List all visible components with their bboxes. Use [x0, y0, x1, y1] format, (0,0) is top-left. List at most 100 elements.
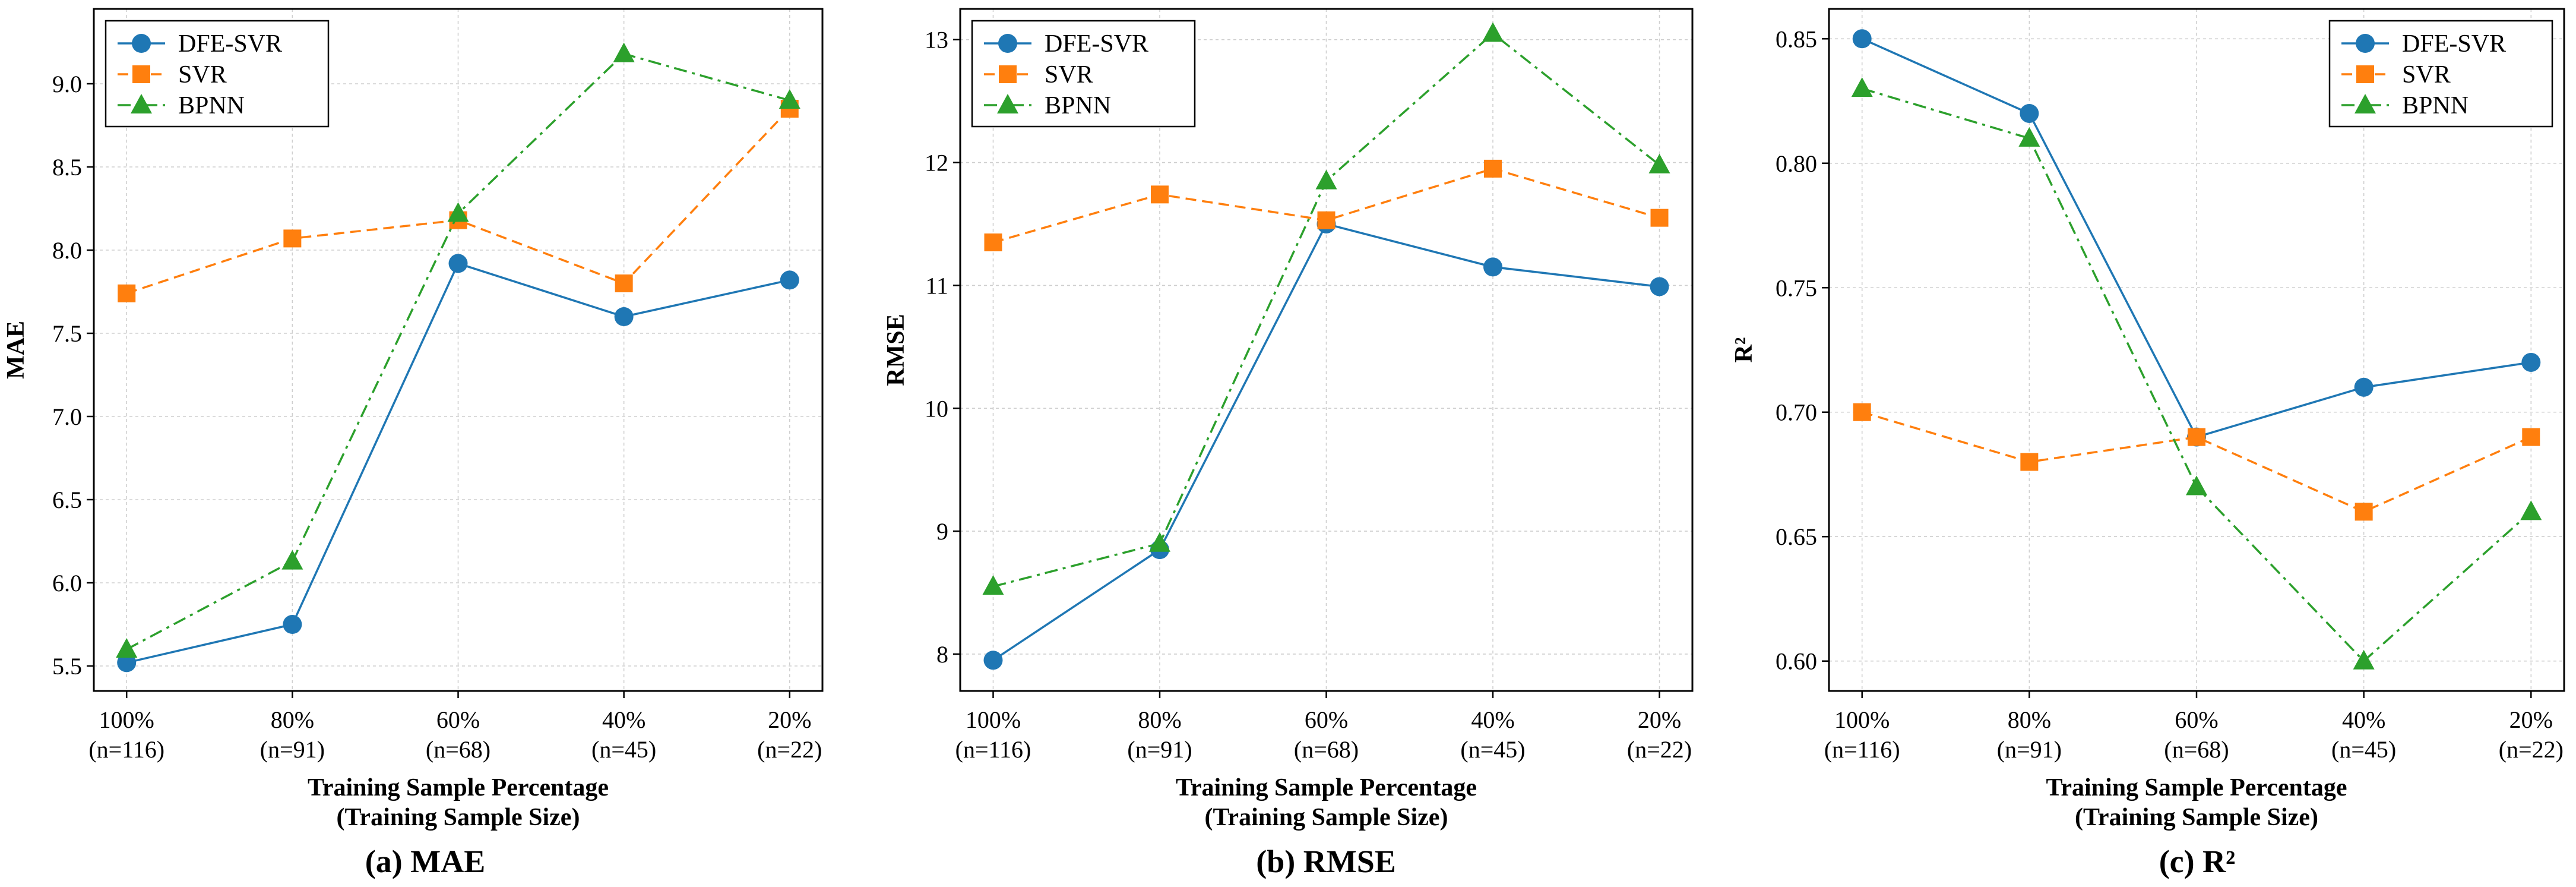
data-point [982, 575, 1004, 595]
x-tick-sublabel: (n=45) [591, 736, 656, 763]
x-tick-sublabel: (n=91) [1997, 736, 2062, 763]
x-tick-sublabel: (n=22) [1627, 736, 1692, 763]
chart-panel-a: 5.5 6.0 6.5 7.0 7.5 8.0 8.5 9.0 100% (n=116) 80% (n… [2, 8, 824, 879]
data-point [2522, 428, 2540, 446]
series-bpnn [1851, 77, 2542, 670]
data-point [2188, 428, 2205, 446]
x-tick-sublabel: (n=22) [2499, 736, 2564, 763]
y-tick-label: 9.0 [52, 71, 82, 97]
plot-frame [93, 8, 824, 692]
y-tick-label: 0.85 [1776, 26, 1817, 52]
x-tick-sublabel: (n=116) [955, 736, 1031, 763]
legend-marker [997, 94, 1018, 113]
data-point [1482, 22, 1504, 42]
data-point [2018, 127, 2040, 147]
y-tick-label: 10 [925, 395, 948, 422]
data-point [447, 202, 469, 222]
legend-marker [2355, 94, 2376, 113]
x-axis-label: Training Sample Percentage [308, 774, 609, 801]
legend-label: SVR [178, 61, 227, 89]
x-tick-sublabel: (n=68) [426, 736, 490, 763]
panel-caption: (a) MAE [365, 844, 485, 879]
legend-label: BPNN [2402, 92, 2469, 119]
x-tick-label: 40% [602, 706, 645, 733]
x-axis-label: (Training Sample Size) [337, 804, 580, 831]
y-tick-label: 7.5 [52, 320, 82, 347]
plot-frame [1828, 8, 2565, 692]
y-axis-label: R² [1730, 337, 1758, 363]
legend-label: DFE-SVR [2402, 30, 2506, 58]
panel-caption: (b) RMSE [1256, 844, 1396, 879]
x-tick-label: 100% [966, 706, 1021, 733]
y-tick-label: 7.0 [52, 403, 82, 430]
y-tick-label: 0.80 [1776, 150, 1817, 177]
data-point [1484, 159, 1502, 178]
series-bpnn [982, 22, 1670, 595]
y-tick-label: 9 [936, 518, 948, 545]
legend-label: SVR [2402, 61, 2451, 89]
x-tick-sublabel: (n=116) [1824, 736, 1900, 763]
data-point [779, 89, 800, 109]
x-tick-sublabel: (n=68) [2164, 736, 2229, 763]
data-point [1317, 211, 1336, 229]
data-point [983, 651, 1003, 670]
data-point [613, 42, 635, 62]
plot-frame [959, 8, 1694, 692]
y-tick-label: 8.0 [52, 237, 82, 264]
x-tick-label: 60% [436, 706, 480, 733]
data-point [1315, 169, 1337, 190]
data-point [2353, 649, 2375, 670]
x-tick-label: 80% [2008, 706, 2051, 733]
x-tick-label: 40% [1471, 706, 1514, 733]
x-tick-label: 80% [271, 706, 314, 733]
y-tick-label: 12 [925, 150, 948, 176]
legend-label: DFE-SVR [1045, 30, 1148, 58]
data-point [1483, 257, 1503, 277]
x-tick-label: 20% [768, 706, 811, 733]
series-dfe-svr [117, 254, 799, 673]
series-line [126, 52, 790, 651]
legend-marker [132, 34, 151, 53]
legend-label: BPNN [178, 92, 245, 119]
x-tick-label: 60% [2175, 706, 2218, 733]
data-point [2020, 453, 2039, 471]
legend: DFE-SVR SVR BPNN [2328, 20, 2553, 128]
x-tick-sublabel: (n=91) [260, 736, 325, 763]
y-tick-label: 6.5 [52, 487, 82, 513]
legend-marker [132, 65, 150, 83]
x-axis-label: Training Sample Percentage [2046, 774, 2347, 801]
x-tick-label: 100% [1834, 706, 1890, 733]
data-point [780, 270, 799, 290]
y-tick-label: 0.70 [1776, 399, 1817, 426]
data-point [1853, 403, 1871, 421]
x-tick-sublabel: (n=68) [1294, 736, 1359, 763]
data-point [448, 254, 468, 273]
legend: DFE-SVR SVR BPNN [971, 20, 1196, 128]
legend-label: SVR [1045, 61, 1093, 89]
x-tick-label: 40% [2342, 706, 2385, 733]
data-point [2521, 352, 2541, 372]
data-point [2186, 475, 2207, 495]
data-point [1148, 532, 1170, 552]
data-point [117, 653, 137, 673]
legend-label: DFE-SVR [178, 30, 282, 58]
series-bpnn [116, 42, 800, 658]
y-tick-label: 0.60 [1776, 648, 1817, 675]
y-axis-label: MAE [2, 321, 30, 379]
x-axis-label: (Training Sample Size) [2075, 804, 2318, 831]
legend-marker [998, 34, 1017, 53]
data-point [1650, 209, 1669, 227]
series-svr [984, 159, 1669, 252]
legend-marker [999, 65, 1017, 83]
data-point [1648, 153, 1670, 173]
chart-panel-c: 0.60 0.65 0.70 0.75 0.80 0.85 100% (n=116) 80% (n… [1730, 8, 2565, 879]
data-point [118, 284, 136, 302]
series-line [1862, 87, 2532, 663]
data-point [281, 550, 303, 570]
y-tick-label: 5.5 [52, 653, 82, 680]
data-point [116, 638, 138, 658]
legend-marker [2356, 34, 2375, 53]
x-tick-label: 60% [1305, 706, 1348, 733]
legend-marker [131, 94, 152, 113]
